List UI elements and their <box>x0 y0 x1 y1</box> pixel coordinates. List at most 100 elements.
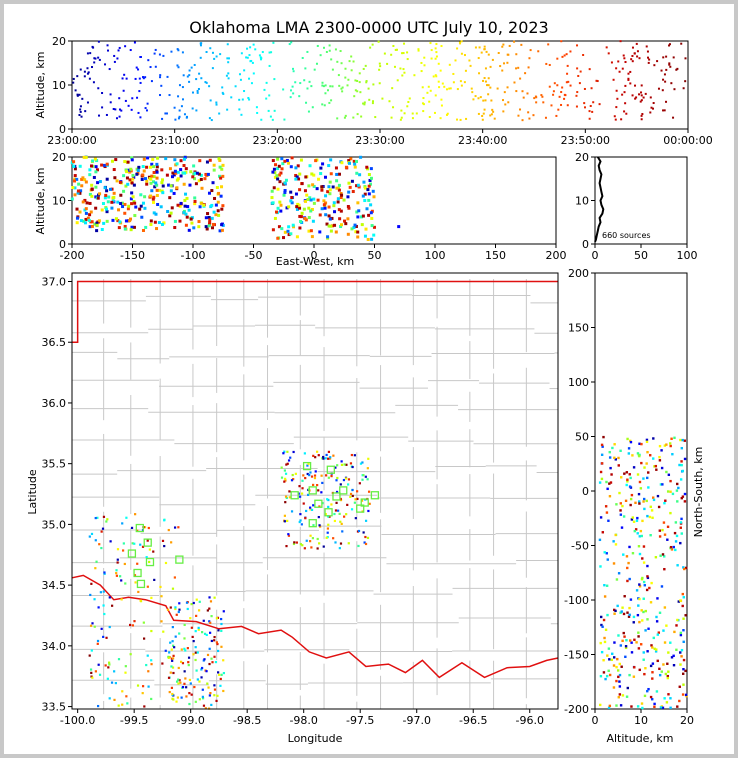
source-point <box>669 490 672 493</box>
source-point <box>289 199 293 203</box>
source-point <box>298 520 301 524</box>
source-point <box>575 105 578 108</box>
source-point <box>192 226 196 230</box>
y-tick-label: 20 <box>52 35 66 48</box>
source-point <box>649 695 653 699</box>
x-tick-label: 50 <box>368 249 382 262</box>
source-point <box>634 97 637 100</box>
source-point <box>300 523 303 526</box>
source-point <box>626 686 630 690</box>
source-point <box>322 46 325 49</box>
source-point <box>162 54 165 57</box>
source-point <box>284 477 287 480</box>
source-point <box>324 201 328 205</box>
source-point <box>680 42 683 45</box>
source-point <box>92 175 96 179</box>
source-point <box>208 620 211 623</box>
source-point <box>651 516 654 519</box>
source-point <box>94 539 97 542</box>
source-point <box>158 53 161 56</box>
source-point <box>103 572 106 575</box>
source-point <box>642 96 645 99</box>
source-point <box>216 642 219 646</box>
source-point <box>629 497 633 501</box>
source-point <box>207 191 211 195</box>
source-point <box>292 225 296 229</box>
source-point <box>108 68 111 71</box>
source-point <box>156 202 160 206</box>
source-point <box>352 225 356 229</box>
source-point <box>120 579 123 582</box>
source-point <box>367 87 370 90</box>
source-point <box>671 453 674 456</box>
source-point <box>638 620 641 624</box>
source-point <box>328 515 331 518</box>
source-point <box>96 196 100 200</box>
source-point <box>157 221 161 225</box>
source-point <box>151 180 155 184</box>
source-point <box>339 520 342 523</box>
source-point <box>90 164 94 168</box>
source-point <box>76 191 80 195</box>
source-point <box>646 575 649 578</box>
source-point <box>663 533 667 536</box>
source-point <box>114 217 118 221</box>
source-point <box>336 186 340 190</box>
source-point <box>215 55 218 58</box>
source-point <box>312 454 315 457</box>
source-point <box>214 213 218 217</box>
y-tick-label: 150 <box>568 322 589 335</box>
source-point <box>102 515 106 518</box>
source-point <box>168 94 171 97</box>
source-point <box>541 95 544 98</box>
source-point <box>207 224 211 228</box>
source-point <box>188 80 191 83</box>
source-point <box>407 100 410 103</box>
source-point <box>612 656 616 659</box>
source-point <box>149 223 153 227</box>
source-point <box>326 531 329 534</box>
source-point <box>323 206 327 210</box>
source-point <box>544 116 547 119</box>
source-point <box>647 61 650 64</box>
source-point <box>646 618 649 621</box>
source-point <box>672 654 675 658</box>
source-point <box>142 169 146 173</box>
source-point <box>194 646 197 649</box>
source-point <box>406 51 409 54</box>
source-point <box>243 69 246 72</box>
source-point <box>430 49 433 52</box>
source-point <box>139 81 142 84</box>
source-point <box>346 205 350 209</box>
source-point <box>137 68 140 71</box>
source-point <box>215 617 219 620</box>
source-point <box>209 99 212 102</box>
source-point <box>303 547 306 550</box>
source-point <box>503 91 506 94</box>
source-point <box>185 196 189 200</box>
source-point <box>152 195 156 199</box>
source-point <box>614 543 618 546</box>
source-point <box>80 115 83 118</box>
source-point <box>143 526 147 529</box>
source-point <box>180 648 183 651</box>
source-point <box>193 202 197 206</box>
source-point <box>227 77 230 80</box>
source-point <box>656 60 659 63</box>
source-point <box>120 109 123 112</box>
source-point <box>308 196 312 200</box>
source-point <box>638 535 641 538</box>
source-point <box>118 97 121 100</box>
source-point <box>351 465 354 469</box>
source-point <box>676 500 679 503</box>
source-point <box>190 603 193 606</box>
source-point <box>128 178 132 182</box>
source-point <box>513 81 516 84</box>
source-point <box>609 481 613 484</box>
source-point <box>215 641 218 644</box>
source-point <box>666 676 670 680</box>
source-point <box>217 629 220 632</box>
source-point <box>625 471 629 474</box>
source-point <box>653 64 656 67</box>
source-point <box>136 529 139 532</box>
